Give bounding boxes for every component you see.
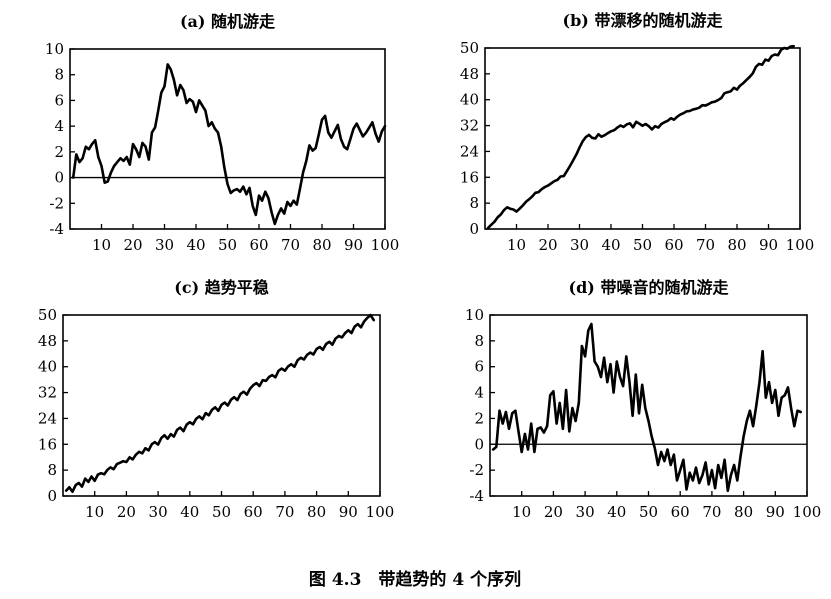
x-tick-label: 40 [180,503,199,521]
y-tick-label: 6 [474,358,484,376]
series-line [71,63,387,226]
y-tick-label: 0 [474,435,484,453]
x-tick-label: 60 [664,236,683,254]
x-tick-label: 90 [339,503,358,521]
series-line [486,44,796,230]
x-tick-label: 70 [696,236,715,254]
y-tick-label: 24 [38,409,57,427]
x-tick-label: 60 [671,503,690,521]
y-tick-label: 8 [54,66,64,84]
y-tick-label: 48 [38,332,57,350]
y-tick-label: 0 [47,487,57,505]
chart-a: (a) 随机游走 10 20 30 40 50 60 70 80 90 100 -4 -2 0 2 4 6 8 10 [45,12,399,254]
x-tick-label: 70 [702,503,721,521]
y-tick-label: 10 [465,306,484,324]
figure-caption: 图 4.3 带趋势的 4 个序列 [309,569,521,590]
x-tick-label: 50 [218,236,237,254]
x-tick-label: 100 [786,236,815,254]
x-tick-label: 100 [793,503,822,521]
x-tick-label: 20 [123,236,142,254]
chart-title: (b) 带漂移的随机游走 [563,11,723,30]
y-tick-label: 50 [460,39,479,57]
y-tick-label: 8 [47,461,57,479]
y-tick-label: 0 [469,220,479,238]
x-tick-label: 40 [186,236,205,254]
chart-title: (d) 带噪音的随机游走 [569,278,729,297]
y-tick-label: 50 [38,306,57,324]
y-tick-label: 8 [469,194,479,212]
chart-d: (d) 带噪音的随机游走 10 20 30 40 50 60 70 80 90 100 -4 -2 0 2 4… [465,278,821,521]
x-tick-label: 80 [307,503,326,521]
chart-title: (c) 趋势平稳 [174,278,268,297]
x-tick-label: 10 [512,503,531,521]
y-tick-label: 16 [38,435,57,453]
x-tick-label: 90 [759,236,778,254]
x-tick-label: 10 [85,503,104,521]
x-tick-label: 30 [149,503,168,521]
y-tick-label: 8 [474,332,484,350]
y-tick-label: -4 [469,487,484,505]
y-tick-label: 2 [54,143,64,161]
x-tick-label: 100 [371,236,400,254]
x-tick-label: 70 [281,236,300,254]
x-tick-label: 50 [633,236,652,254]
x-tick-label: 40 [607,503,626,521]
y-tick-label: 16 [460,168,479,186]
series-line [64,313,376,494]
y-tick-label: 10 [45,40,64,58]
y-tick-label: 6 [54,91,64,109]
y-tick-label: 24 [460,142,479,160]
y-tick-label: -2 [49,194,64,212]
x-tick-label: 30 [576,503,595,521]
x-tick-label: 80 [734,503,753,521]
y-tick-label: -4 [49,220,64,238]
x-tick-label: 50 [639,503,658,521]
x-tick-label: 70 [275,503,294,521]
x-tick-label: 10 [507,236,526,254]
y-tick-label: 0 [54,169,64,187]
x-tick-label: 30 [155,236,174,254]
plot-frame [489,314,808,497]
chart-b: (b) 带漂移的随机游走 10 20 30 40 50 60 70 80 90 100 0 8 16 24 3… [460,11,814,254]
x-tick-label: 80 [727,236,746,254]
x-tick-label: 30 [570,236,589,254]
y-tick-label: 2 [474,409,484,427]
x-tick-label: 90 [344,236,363,254]
chart-c: (c) 趋势平稳 10 20 30 40 50 60 70 80 90 100 0 8 16 24 32 40 4… [38,278,394,521]
x-tick-label: 100 [366,503,395,521]
x-tick-label: 20 [117,503,136,521]
x-tick-label: 60 [244,503,263,521]
x-tick-label: 40 [601,236,620,254]
plot-frame [69,48,386,230]
y-tick-label: 48 [460,65,479,83]
x-tick-label: 90 [766,503,785,521]
chart-title: (a) 随机游走 [180,12,275,31]
x-tick-label: 80 [312,236,331,254]
y-tick-label: 4 [474,384,484,402]
y-tick-label: 4 [54,117,64,135]
y-tick-label: 40 [460,91,479,109]
series-line [491,322,803,493]
x-tick-label: 20 [544,503,563,521]
x-tick-label: 10 [92,236,111,254]
y-tick-label: 32 [38,384,57,402]
y-tick-label: 40 [38,358,57,376]
x-tick-label: 50 [212,503,231,521]
x-tick-label: 20 [538,236,557,254]
x-tick-label: 60 [249,236,268,254]
y-tick-label: -2 [469,461,484,479]
y-tick-label: 32 [460,117,479,135]
